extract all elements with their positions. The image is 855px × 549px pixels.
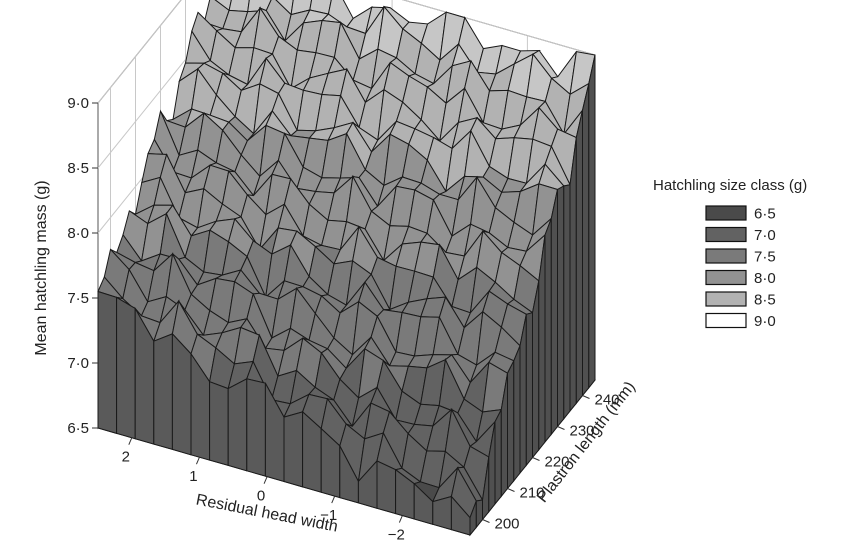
legend-entry-label: 7·0 xyxy=(754,227,776,244)
surface-skirt xyxy=(283,411,304,488)
z-tick-label: 7·5 xyxy=(67,290,89,307)
surface-skirt xyxy=(507,360,515,490)
surface-skirt xyxy=(432,495,452,531)
legend-swatch xyxy=(705,226,747,243)
surface-skirt xyxy=(97,290,118,435)
x-tick xyxy=(195,456,200,465)
z-tick-label: 8·0 xyxy=(67,225,89,242)
z-tick-label: 9·0 xyxy=(67,95,89,112)
x-tick-label: −1 xyxy=(320,507,337,524)
y-tick-label: 210 xyxy=(520,485,545,502)
x-tick xyxy=(263,476,268,484)
surface-skirt xyxy=(513,345,521,483)
surface-skirt xyxy=(569,137,577,413)
x-tick-label: 2 xyxy=(122,449,130,466)
legend-entry-label: 9·0 xyxy=(754,313,776,330)
surface-skirt xyxy=(227,377,248,472)
z-axis-label: Mean hatchling mass (g) xyxy=(33,180,50,355)
surface-skirt xyxy=(209,380,229,467)
x-tick xyxy=(398,515,403,523)
z-gridline xyxy=(97,0,596,104)
x-tick-label: −2 xyxy=(388,527,405,544)
surface-skirt xyxy=(246,378,266,477)
surface-skirt xyxy=(153,333,173,451)
surface-skirt xyxy=(588,54,596,390)
legend-swatch xyxy=(705,291,747,307)
y-tick xyxy=(507,488,515,492)
x-axis-label: Residual head width xyxy=(195,491,340,535)
y-tick xyxy=(482,519,490,523)
x-tick-label: 0 xyxy=(257,488,265,505)
legend-swatch xyxy=(705,248,747,264)
legend-entry-label: 8·0 xyxy=(754,270,776,287)
surface-skirt xyxy=(550,189,558,436)
surface-skirt xyxy=(563,184,571,421)
legend-entry-label: 7·5 xyxy=(754,249,776,266)
surface-skirt xyxy=(376,460,397,515)
x-tick xyxy=(331,495,336,504)
surface-mesh xyxy=(97,0,596,537)
y-tick-label: 220 xyxy=(545,454,570,471)
surface-skirt xyxy=(532,280,540,459)
y-tick-label: 230 xyxy=(570,423,595,440)
y-tick-label: 200 xyxy=(495,516,520,533)
surface-skirt xyxy=(575,110,583,405)
legend: Hatchling size class (g) 6·5 7·0 7·5 8·0 8·5… xyxy=(653,177,807,330)
legend-entry-label: 8·5 xyxy=(754,292,776,309)
surface-skirt xyxy=(116,296,136,440)
y-tick-label: 240 xyxy=(595,392,620,409)
y-tick xyxy=(532,457,540,461)
y-tick xyxy=(557,426,565,430)
x-tick-label: 1 xyxy=(189,468,197,485)
z-tick-label: 7·0 xyxy=(67,355,89,372)
legend-swatch xyxy=(705,312,747,329)
x-tick xyxy=(128,437,133,445)
y-tick xyxy=(582,395,590,399)
surface-skirt xyxy=(475,499,483,529)
surface-skirt xyxy=(494,409,502,506)
z-tick-label: 6·5 xyxy=(67,420,89,437)
legend-entry-label: 6·5 xyxy=(754,206,776,223)
legend-swatch xyxy=(705,205,747,221)
legend-swatch xyxy=(705,269,747,286)
surface-skirt xyxy=(544,218,552,444)
z-tick-label: 8·5 xyxy=(67,160,89,177)
surface-skirt xyxy=(171,332,192,456)
legend-title: Hatchling size class (g) xyxy=(653,177,807,194)
surface-skirt xyxy=(525,312,533,467)
surface-skirt xyxy=(582,83,590,397)
surface-skirt xyxy=(557,185,565,428)
